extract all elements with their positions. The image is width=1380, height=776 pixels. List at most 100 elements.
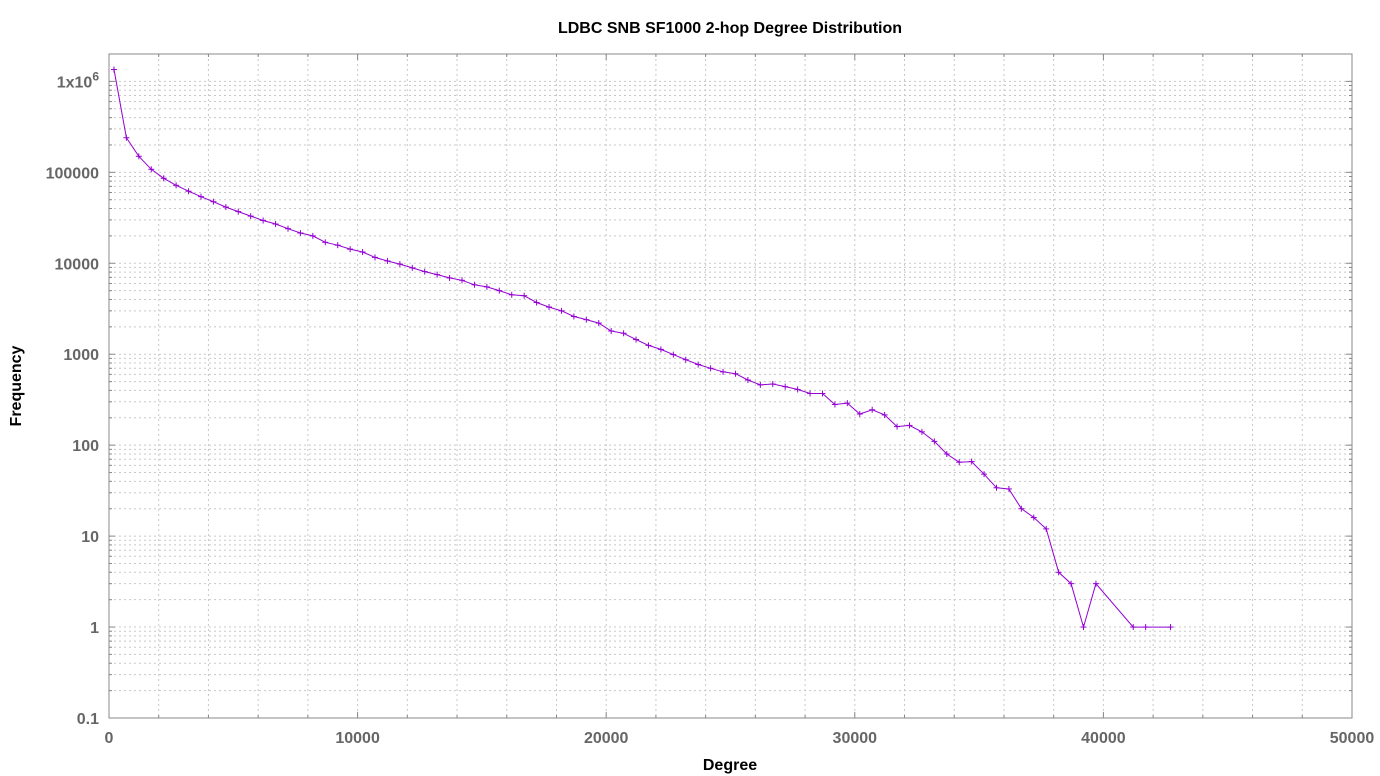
x-axis-label: Degree xyxy=(703,757,757,774)
data-point xyxy=(197,193,204,200)
grid-layer xyxy=(109,54,1352,718)
data-point xyxy=(794,386,801,393)
data-point xyxy=(918,428,925,435)
data-point xyxy=(881,411,888,418)
data-point xyxy=(446,274,453,281)
series-layer xyxy=(110,66,1174,631)
data-point xyxy=(1068,580,1075,587)
data-point xyxy=(496,287,503,294)
tick-layer: 0 10000 20000 30000 40000 50000 0.1 1 10 100 1000 1… xyxy=(46,53,1375,747)
data-point xyxy=(807,390,814,397)
data-point xyxy=(384,257,391,264)
x-tick-label: 30000 xyxy=(833,730,878,747)
data-point xyxy=(620,330,627,337)
data-point xyxy=(135,153,142,160)
data-point xyxy=(160,175,167,182)
data-point xyxy=(707,365,714,372)
data-point xyxy=(185,188,192,195)
plot-frame xyxy=(108,53,1353,719)
data-point xyxy=(782,383,789,390)
data-point xyxy=(173,182,180,189)
data-point xyxy=(819,390,826,397)
data-point xyxy=(558,307,565,314)
data-point xyxy=(459,277,466,284)
data-point xyxy=(943,450,950,457)
y-tick-label: 100000 xyxy=(46,165,99,182)
y-tick-label: 1x106 xyxy=(57,69,100,91)
data-point xyxy=(210,198,217,205)
data-point xyxy=(272,221,279,228)
data-point xyxy=(856,411,863,418)
data-point xyxy=(1018,505,1025,512)
data-point xyxy=(744,377,751,384)
x-tick-label: 0 xyxy=(105,730,114,747)
x-tick-label: 20000 xyxy=(584,730,629,747)
data-point xyxy=(757,381,764,388)
data-point xyxy=(222,204,229,211)
data-point xyxy=(508,291,515,298)
x-tick-label: 40000 xyxy=(1081,730,1126,747)
data-point xyxy=(583,316,590,323)
x-tick-label: 10000 xyxy=(335,730,380,747)
data-point xyxy=(396,261,403,268)
data-point xyxy=(931,438,938,445)
data-point xyxy=(421,268,428,275)
x-tick-label: 50000 xyxy=(1330,730,1375,747)
data-point xyxy=(284,225,291,232)
data-point xyxy=(956,459,963,466)
data-point xyxy=(1030,514,1037,521)
data-point xyxy=(1130,624,1137,631)
data-point xyxy=(633,336,640,343)
data-point xyxy=(844,400,851,407)
data-point xyxy=(359,249,366,256)
data-point xyxy=(645,342,652,349)
data-point xyxy=(235,208,242,215)
data-point xyxy=(409,264,416,271)
data-point xyxy=(670,351,677,358)
y-tick-label: 0.1 xyxy=(77,711,99,728)
y-tick-label: 1 xyxy=(90,620,99,637)
data-point xyxy=(1005,485,1012,492)
data-point xyxy=(1092,580,1099,587)
data-point xyxy=(1043,525,1050,532)
data-point xyxy=(148,166,155,173)
data-point xyxy=(894,423,901,430)
data-point xyxy=(831,401,838,408)
data-point xyxy=(123,134,130,141)
data-point xyxy=(695,361,702,368)
data-point xyxy=(260,217,267,224)
data-point xyxy=(297,230,304,237)
y-tick-label: 1000 xyxy=(63,347,99,364)
data-point xyxy=(993,484,1000,491)
data-point xyxy=(595,320,602,327)
data-point xyxy=(720,368,727,375)
data-point xyxy=(372,254,379,261)
data-point xyxy=(1167,624,1174,631)
data-point xyxy=(968,458,975,465)
data-point xyxy=(657,346,664,353)
data-point xyxy=(570,313,577,320)
data-point xyxy=(110,66,117,73)
data-point xyxy=(981,471,988,478)
data-point xyxy=(334,242,341,249)
data-point xyxy=(1080,624,1087,631)
data-point xyxy=(682,356,689,363)
data-point xyxy=(322,239,329,246)
y-tick-label: 10 xyxy=(81,529,99,546)
y-axis-label: Frequency xyxy=(8,345,25,426)
y-tick-label: 10000 xyxy=(55,256,100,273)
data-point xyxy=(732,370,739,377)
data-point xyxy=(1142,624,1149,631)
data-point xyxy=(471,281,478,288)
data-point xyxy=(521,292,528,299)
data-point xyxy=(546,304,553,311)
data-point xyxy=(309,232,316,239)
data-point xyxy=(1055,569,1062,576)
data-point xyxy=(347,246,354,253)
data-point xyxy=(769,381,776,388)
data-point xyxy=(247,213,254,220)
data-point xyxy=(608,327,615,334)
data-point xyxy=(483,283,490,290)
